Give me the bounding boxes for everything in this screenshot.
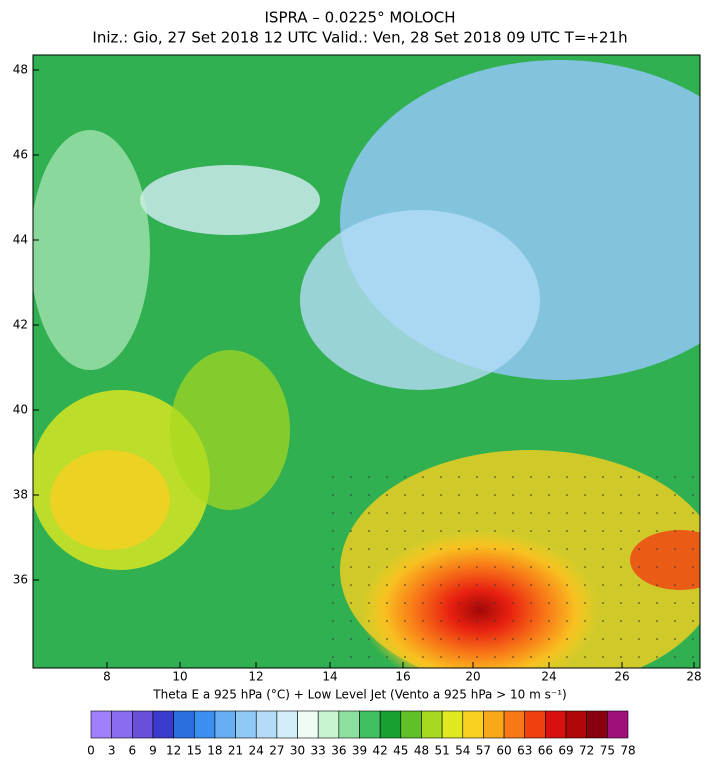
colorbar-box: [276, 710, 298, 739]
colorbar-label: 78: [620, 744, 635, 758]
colorbar-label: 12: [166, 744, 181, 758]
colorbar-label: 36: [331, 744, 346, 758]
colorbar-box: [317, 710, 340, 739]
colorbar-box: [503, 710, 526, 739]
colorbar-box: [400, 710, 422, 739]
colorbar-box: [297, 710, 319, 739]
colorbar-label: 60: [496, 744, 511, 758]
colorbar-label: 69: [558, 744, 573, 758]
colorbar-box: [483, 710, 505, 739]
colorbar: 0 3 6 9 12 15 18 21 24 27 30 33 36 39 42 45 48 51 54 57 60 63…: [87, 710, 636, 758]
colorbar-label: 18: [207, 744, 222, 758]
colorbar-box: [421, 710, 443, 739]
lon-label: 10: [172, 670, 187, 684]
lat-label: 42: [13, 318, 28, 332]
colorbar-box: [524, 710, 546, 739]
colorbar-box: [214, 710, 236, 739]
colorbar-label: 33: [311, 744, 326, 758]
lat-label: 48: [13, 63, 28, 77]
colorbar-label: 51: [434, 744, 449, 758]
colorbar-box: [441, 710, 464, 739]
colorbar-box: [607, 710, 629, 739]
colorbar-label: 3: [108, 744, 116, 758]
colorbar-box: [359, 710, 381, 739]
colorbar-label: 42: [373, 744, 388, 758]
lon-label: 16: [395, 670, 410, 684]
colorbar-box: [173, 710, 195, 739]
lat-label: 36: [13, 573, 28, 587]
colorbar-label: 9: [149, 744, 157, 758]
subtitle: Iniz.: Gio, 27 Set 2018 12 UTC Valid.: V…: [92, 29, 627, 47]
lon-label: 28: [686, 670, 701, 684]
lon-axis: 8 10 12 14 16 20 24 26 28: [103, 662, 702, 684]
lon-label: 8: [103, 670, 111, 684]
colorbar-box: [379, 710, 402, 739]
colorbar-label: 6: [128, 744, 136, 758]
colorbar-label: 24: [249, 744, 264, 758]
map-frame: [32, 54, 701, 669]
colorbar-label: 21: [228, 744, 243, 758]
lat-label: 38: [13, 488, 28, 502]
colorbar-label: 66: [538, 744, 553, 758]
colorbar-box: [152, 710, 174, 739]
colorbar-label: 75: [600, 744, 615, 758]
colorbar-label: 45: [393, 744, 408, 758]
lon-label: 26: [614, 670, 629, 684]
colorbar-box: [338, 710, 360, 739]
colorbar-box: [90, 710, 112, 739]
colorbar-box: [235, 710, 257, 739]
colorbar-label: 0: [87, 744, 95, 758]
colorbar-label: 57: [476, 744, 491, 758]
colorbar-box: [586, 710, 608, 739]
colorbar-box: [255, 710, 278, 739]
colorbar-box: [193, 710, 216, 739]
colorbar-label: 54: [455, 744, 470, 758]
lon-label: 12: [248, 670, 263, 684]
colorbar-label: 72: [579, 744, 594, 758]
legend-caption: Theta E a 925 hPa (°C) + Low Level Jet (…: [152, 688, 566, 702]
lat-label: 44: [13, 233, 28, 247]
colorbar-label: 39: [352, 744, 367, 758]
title: ISPRA – 0.0225° MOLOCH: [265, 9, 456, 27]
colorbar-box: [565, 710, 587, 739]
colorbar-box: [132, 710, 154, 739]
lat-label: 46: [13, 148, 28, 162]
colorbar-label: 48: [414, 744, 429, 758]
colorbar-box: [111, 710, 133, 739]
lat-label: 40: [13, 403, 28, 417]
colorbar-box: [462, 710, 484, 739]
lon-label: 24: [541, 670, 556, 684]
lon-label: 20: [465, 670, 480, 684]
map-field: [33, 55, 700, 668]
colorbar-label: 30: [290, 744, 305, 758]
colorbar-box: [545, 710, 567, 739]
colorbar-label: 15: [187, 744, 202, 758]
lat-axis: 48 46 44 42 40 38 36: [13, 63, 39, 587]
lon-label: 14: [322, 670, 337, 684]
colorbar-label: 27: [269, 744, 284, 758]
colorbar-label: 63: [517, 744, 532, 758]
